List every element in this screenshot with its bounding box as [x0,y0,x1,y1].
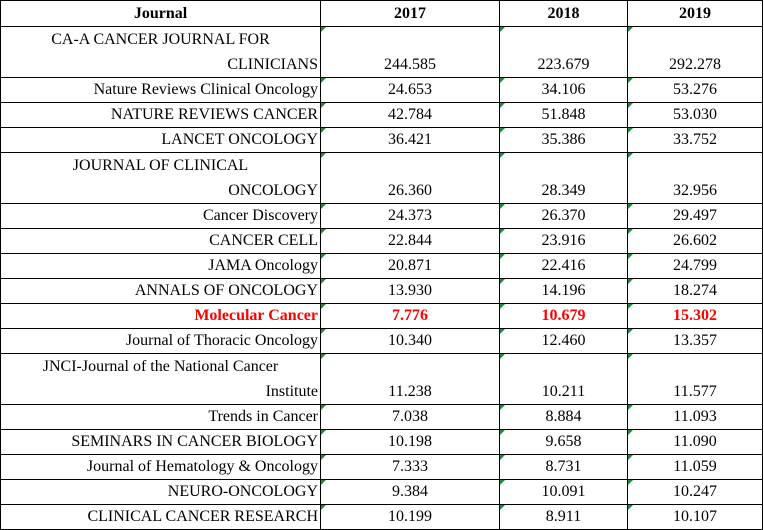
table-row: CLINICAL CANCER RESEARCH 10.199 8.911 10… [0,504,763,530]
journal-name: CANCER CELL [0,228,321,254]
value-2019: 11.059 [627,454,763,480]
value-2018: 8.911 [499,504,628,530]
journal-name: Journal of Thoracic Oncology [0,328,321,354]
journal-name: Molecular Cancer [0,303,321,329]
journal-name: NATURE REVIEWS CANCER [0,102,321,128]
value-2017: 24.653 [320,77,500,103]
journal-name: Journal of Hematology & Oncology [0,454,321,480]
table-row: ANNALS OF ONCOLOGY 13.930 14.196 18.274 [0,278,763,304]
journal-name-line2: Institute [265,383,318,400]
value-2017: 13.930 [320,278,500,304]
table-row: NATURE REVIEWS CANCER 42.784 51.848 53.0… [0,102,763,128]
value-2019: 18.274 [627,278,763,304]
journal-name: SEMINARS IN CANCER BIOLOGY [0,429,321,455]
value-2017: 42.784 [320,102,500,128]
value-2018: 10.679 [499,303,628,329]
table-row: Journal of Hematology & Oncology 7.333 8… [0,454,763,480]
table-row: Nature Reviews Clinical Oncology 24.653 … [0,77,763,103]
table-row: LANCET ONCOLOGY 36.421 35.386 33.752 [0,127,763,153]
journal-name-line1: CA-A CANCER JOURNAL FOR [51,31,270,48]
journal-name: CLINICAL CANCER RESEARCH [0,504,321,530]
journal-name-line2: CLINICIANS [227,56,318,73]
value-2017: 244.585 [320,26,500,78]
value-2019: 24.799 [627,253,763,279]
value-2018: 28.349 [499,152,628,204]
value-2018: 12.460 [499,328,628,354]
journal-name: JAMA Oncology [0,253,321,279]
table-row: NEURO-ONCOLOGY 9.384 10.091 10.247 [0,479,763,505]
value-2017: 20.871 [320,253,500,279]
value-2018: 23.916 [499,228,628,254]
value-2017: 24.373 [320,203,500,229]
value-2019: 32.956 [627,152,763,204]
value-2017: 7.333 [320,454,500,480]
journal-name: JOURNAL OF CLINICAL ONCOLOGY [0,152,321,204]
value-2019: 29.497 [627,203,763,229]
value-2019: 53.030 [627,102,763,128]
table-row: JAMA Oncology 20.871 22.416 24.799 [0,253,763,279]
value-2019: 26.602 [627,228,763,254]
table-row: Trends in Cancer 7.038 8.884 11.093 [0,404,763,430]
header-row: Journal 2017 2018 2019 [0,0,763,27]
value-2018: 9.658 [499,429,628,455]
journal-name: Cancer Discovery [0,203,321,229]
table-row: Cancer Discovery 24.373 26.370 29.497 [0,203,763,229]
table-row-highlighted: Molecular Cancer 7.776 10.679 15.302 [0,303,763,329]
journal-name: Nature Reviews Clinical Oncology [0,77,321,103]
value-2017: 10.198 [320,429,500,455]
journal-name: CA-A CANCER JOURNAL FOR CLINICIANS [0,26,321,78]
value-2019: 11.093 [627,404,763,430]
value-2019: 13.357 [627,328,763,354]
value-2017: 10.340 [320,328,500,354]
table-row: Journal of Thoracic Oncology 10.340 12.4… [0,328,763,354]
journal-name: ANNALS OF ONCOLOGY [0,278,321,304]
value-2019: 11.577 [627,353,763,405]
table-row: JOURNAL OF CLINICAL ONCOLOGY 26.360 28.34… [0,152,763,204]
value-2019: 53.276 [627,77,763,103]
value-2019: 15.302 [627,303,763,329]
table-row: SEMINARS IN CANCER BIOLOGY 10.198 9.658 … [0,429,763,455]
table-row: JNCI-Journal of the National Cancer Insti… [0,353,763,405]
journal-name: NEURO-ONCOLOGY [0,479,321,505]
value-2017: 9.384 [320,479,500,505]
header-2018: 2018 [499,0,628,27]
journal-name: JNCI-Journal of the National Cancer Insti… [0,353,321,405]
journal-name-line2: ONCOLOGY [228,182,318,199]
header-journal: Journal [0,0,321,27]
header-2017: 2017 [320,0,500,27]
value-2017: 11.238 [320,353,500,405]
value-2017: 7.776 [320,303,500,329]
value-2018: 22.416 [499,253,628,279]
value-2019: 11.090 [627,429,763,455]
value-2018: 8.884 [499,404,628,430]
value-2017: 10.199 [320,504,500,530]
value-2019: 33.752 [627,127,763,153]
value-2018: 10.091 [499,479,628,505]
value-2017: 36.421 [320,127,500,153]
value-2017: 26.360 [320,152,500,204]
journal-name: Trends in Cancer [0,404,321,430]
journal-name: LANCET ONCOLOGY [0,127,321,153]
value-2019: 292.278 [627,26,763,78]
value-2018: 34.106 [499,77,628,103]
value-2019: 10.247 [627,479,763,505]
value-2018: 35.386 [499,127,628,153]
value-2017: 22.844 [320,228,500,254]
value-2017: 7.038 [320,404,500,430]
value-2018: 51.848 [499,102,628,128]
value-2018: 8.731 [499,454,628,480]
value-2018: 223.679 [499,26,628,78]
journal-name-line1: JNCI-Journal of the National Cancer [42,358,279,375]
journal-name-line1: JOURNAL OF CLINICAL [72,157,249,174]
value-2018: 10.211 [499,353,628,405]
value-2018: 26.370 [499,203,628,229]
value-2018: 14.196 [499,278,628,304]
value-2019: 10.107 [627,504,763,530]
header-2019: 2019 [627,0,763,27]
table-row: CANCER CELL 22.844 23.916 26.602 [0,228,763,254]
table-row: CA-A CANCER JOURNAL FOR CLINICIANS 244.58… [0,26,763,78]
